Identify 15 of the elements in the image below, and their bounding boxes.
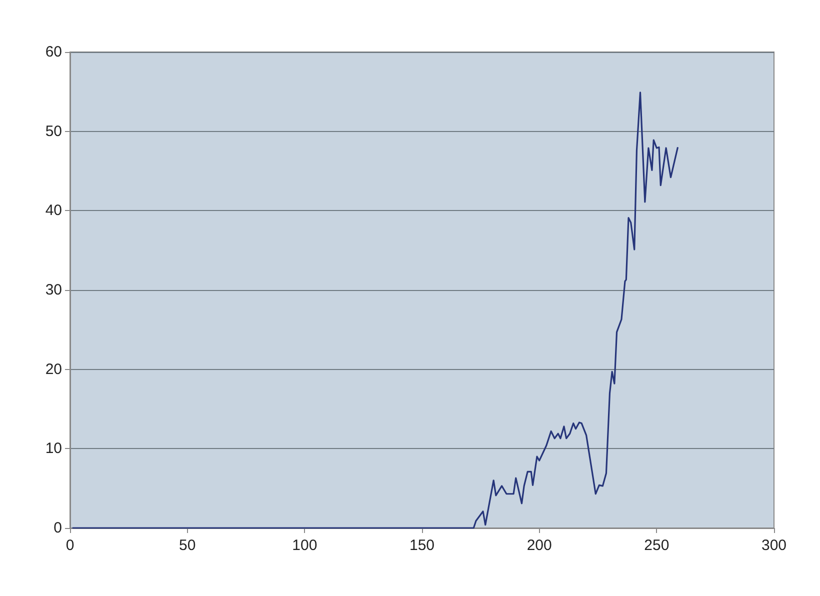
x-tick-label: 0 [66, 537, 74, 554]
y-tick-label: 30 [45, 282, 62, 298]
x-tick-label: 300 [761, 537, 787, 554]
x-tick-label: 200 [526, 537, 552, 554]
x-tick-label: 50 [178, 537, 196, 554]
y-tick-label: 20 [45, 360, 62, 378]
y-tick-label: 60 [45, 44, 62, 60]
y-tick-label: 40 [45, 202, 62, 220]
line-series [72, 92, 679, 529]
x-tick-label: 150 [409, 537, 435, 554]
x-tick-label: 100 [292, 537, 318, 554]
y-tick-label: 50 [45, 122, 62, 140]
x-tick-label: 250 [644, 537, 670, 554]
y-tick-label: 0 [54, 520, 62, 536]
y-tick-label: 10 [45, 440, 62, 458]
